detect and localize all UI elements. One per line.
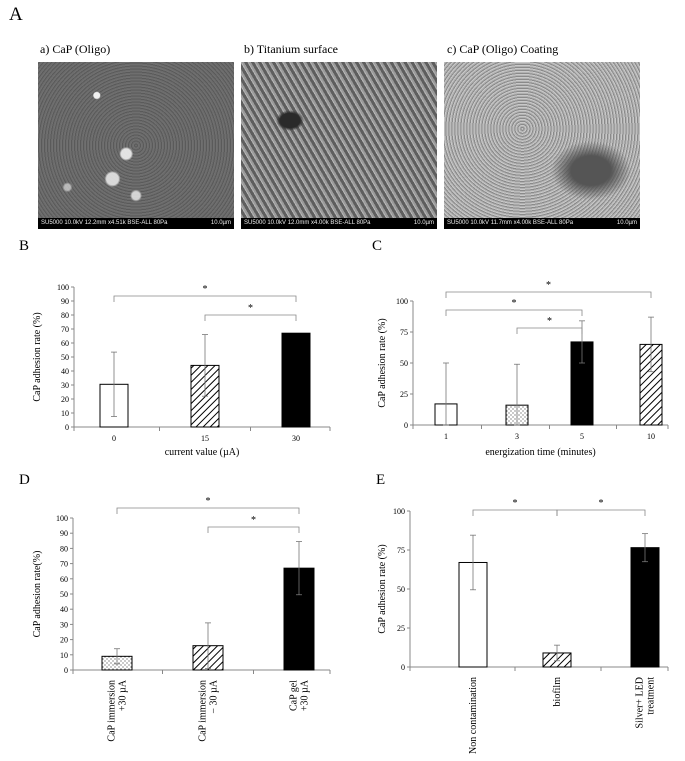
- sem-info-bar: SU5000 10.0kV 12.2mm x4.51k BSE-ALL 80Pa…: [38, 218, 234, 229]
- e-x-tick-label: biofilm: [552, 677, 563, 707]
- b-x-tick-label: 15: [201, 434, 209, 443]
- c-x-tick-label: 5: [580, 432, 584, 441]
- d-y-tick-label: 20: [60, 636, 68, 645]
- c-y-tick-label: 75: [400, 328, 408, 337]
- sem-meta-text: SU5000 10.0kV 12.0mm x4.00k BSE-ALL 80Pa: [244, 220, 371, 226]
- b-y-tick-label: 70: [61, 325, 69, 334]
- sem-image-titanium-surface: SU5000 10.0kV 12.0mm x4.00k BSE-ALL 80Pa…: [241, 62, 437, 229]
- b-y-tick-label: 20: [61, 395, 69, 404]
- e-x-tick-label: Non contamination: [468, 677, 479, 754]
- e-significance-label: *: [599, 498, 604, 509]
- d-y-tick-label: 50: [60, 590, 68, 599]
- e-significance-bracket: [556, 509, 646, 516]
- d-x-tick-label: CaP immersion: [198, 680, 209, 742]
- c-x-tick-label: 10: [647, 432, 655, 441]
- d-x-tick-label: +30 µA: [300, 679, 311, 711]
- sem-meta-text: SU5000 10.0kV 12.2mm x4.51k BSE-ALL 80Pa: [41, 220, 168, 226]
- e-x-tick-label: treatment: [646, 677, 657, 715]
- d-x-tick-label: +30 µA: [118, 679, 129, 711]
- b-y-tick-label: 60: [61, 339, 69, 348]
- b-significance-label: *: [248, 303, 253, 314]
- b-x-axis-label: current value (µA): [165, 447, 240, 458]
- d-x-tick-label: CaP gel: [289, 680, 300, 711]
- sem-image-cap-coating: SU5000 10.0kV 11.7mm x4.00k BSE-ALL 80Pa…: [444, 62, 640, 229]
- c-significance-label: *: [547, 316, 552, 327]
- sem-scale-text: 10.0µm: [413, 220, 434, 226]
- panel-letter-e: E: [376, 472, 386, 488]
- d-y-tick-label: 80: [60, 544, 68, 553]
- c-x-axis-label: energization time (minutes): [485, 447, 595, 458]
- e-y-axis-label: CaP adhesion rate (%): [377, 544, 388, 633]
- c-y-axis-label: CaP adhesion rate (%): [377, 318, 388, 407]
- c-significance-bracket: [445, 291, 652, 298]
- b-y-tick-label: 90: [61, 297, 69, 306]
- c-y-tick-label: 100: [396, 297, 408, 306]
- b-significance-bracket: [204, 314, 297, 321]
- e-y-tick-label: 100: [393, 507, 405, 516]
- b-significance-label: *: [203, 284, 208, 295]
- d-significance-label: *: [251, 515, 256, 526]
- d-y-tick-label: 60: [60, 575, 68, 584]
- d-y-tick-label: 90: [60, 529, 68, 538]
- e-bar: [630, 547, 660, 668]
- panel-letter-c: C: [372, 238, 383, 254]
- c-significance-label: *: [512, 298, 517, 309]
- b-y-tick-label: 10: [61, 409, 69, 418]
- d-x-tick-label: − 30 µA: [209, 679, 220, 713]
- sem-info-bar: SU5000 10.0kV 12.0mm x4.00k BSE-ALL 80Pa…: [241, 218, 437, 229]
- c-y-tick-label: 0: [404, 421, 408, 430]
- d-y-tick-label: 0: [64, 666, 68, 675]
- e-y-tick-label: 0: [401, 663, 405, 672]
- panel-letter-a: A: [9, 4, 23, 25]
- e-significance-bracket: [472, 509, 558, 516]
- d-significance-label: *: [206, 496, 211, 507]
- sem-image-cap-oligo: SU5000 10.0kV 12.2mm x4.51k BSE-ALL 80Pa…: [38, 62, 234, 229]
- b-bar: [281, 332, 311, 428]
- c-y-tick-label: 25: [400, 390, 408, 399]
- b-x-tick-label: 30: [292, 434, 300, 443]
- d-significance-bracket: [207, 526, 300, 533]
- d-y-tick-label: 70: [60, 560, 68, 569]
- b-y-tick-label: 30: [61, 381, 69, 390]
- b-y-axis-label: CaP adhesion rate (%): [32, 312, 43, 401]
- sem-meta-text: SU5000 10.0kV 11.7mm x4.00k BSE-ALL 80Pa: [447, 220, 574, 226]
- c-significance-bracket: [445, 309, 583, 316]
- d-y-tick-label: 100: [56, 514, 68, 523]
- d-y-tick-label: 10: [60, 651, 68, 660]
- c-significance-label: *: [546, 280, 551, 291]
- c-y-tick-label: 50: [400, 359, 408, 368]
- d-y-tick-label: 30: [60, 620, 68, 629]
- sem-title-a: a) CaP (Oligo): [40, 42, 111, 56]
- d-y-tick-label: 40: [60, 605, 68, 614]
- b-y-tick-label: 40: [61, 367, 69, 376]
- d-x-tick-label: CaP immersion: [107, 680, 118, 742]
- b-significance-bracket: [113, 295, 297, 302]
- c-significance-bracket: [516, 327, 583, 334]
- b-y-tick-label: 50: [61, 353, 69, 362]
- e-y-tick-label: 75: [397, 546, 405, 555]
- panel-letter-b: B: [19, 238, 30, 254]
- c-x-tick-label: 3: [515, 432, 519, 441]
- sem-scale-text: 10.0µm: [616, 220, 637, 226]
- c-x-tick-label: 1: [444, 432, 448, 441]
- b-x-tick-label: 0: [112, 434, 116, 443]
- e-x-tick-label: Silver+ LED: [635, 677, 646, 728]
- e-significance-label: *: [513, 498, 518, 509]
- b-y-tick-label: 80: [61, 311, 69, 320]
- sem-title-c: c) CaP (Oligo) Coating: [447, 42, 559, 56]
- b-y-tick-label: 100: [57, 283, 69, 292]
- e-y-tick-label: 50: [397, 585, 405, 594]
- panel-letter-d: D: [19, 472, 30, 488]
- sem-info-bar: SU5000 10.0kV 11.7mm x4.00k BSE-ALL 80Pa…: [444, 218, 640, 229]
- b-y-tick-label: 0: [65, 423, 69, 432]
- d-significance-bracket: [116, 507, 300, 514]
- sem-scale-text: 10.0µm: [210, 220, 231, 226]
- e-y-tick-label: 25: [397, 624, 405, 633]
- sem-title-b: b) Titanium surface: [244, 42, 338, 56]
- d-y-axis-label: CaP adhesion rate(%): [32, 551, 43, 638]
